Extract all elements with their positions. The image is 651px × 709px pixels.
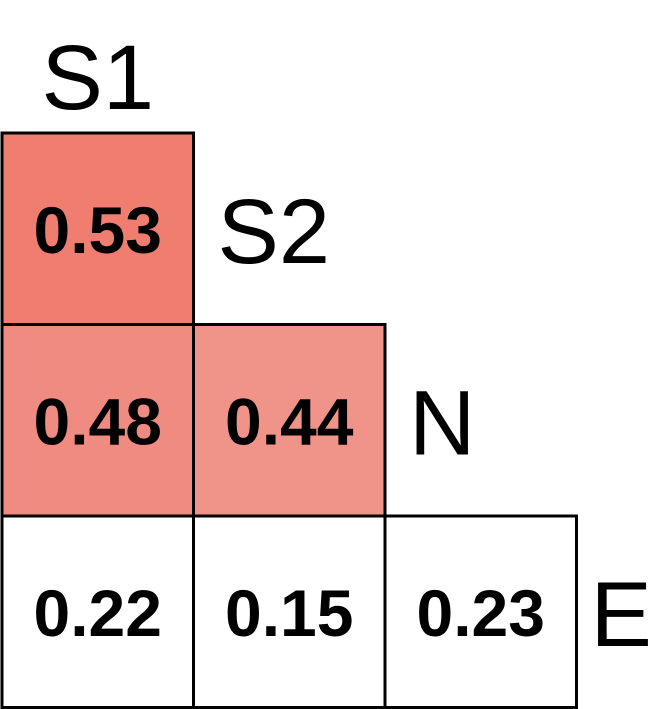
heatmap-cell-rect bbox=[383, 514, 578, 709]
heatmap-cell-r1-c0: 0.48 bbox=[0, 323, 195, 518]
heatmap-cell-value: 0.44 bbox=[225, 384, 354, 458]
variable-label-s2: S2 bbox=[218, 181, 331, 283]
heatmap-cell-value: 0.48 bbox=[34, 384, 162, 458]
heatmap-cell-r1-c1: 0.44 bbox=[192, 323, 387, 518]
heatmap-cell-value: 0.22 bbox=[34, 576, 162, 650]
heatmap-cell-rect bbox=[0, 514, 195, 709]
heatmap-cells: 0.53 0.48 0.44 0.22 0.15 0.23 bbox=[0, 131, 578, 709]
heatmap-cell-rect bbox=[0, 131, 195, 326]
variable-label-e: E bbox=[591, 564, 651, 666]
heatmap-cell-r2-c0: 0.22 bbox=[0, 514, 195, 709]
heatmap-cell-r2-c1: 0.15 bbox=[192, 514, 387, 709]
heatmap-diagonal-labels: S1 S2 N E bbox=[41, 27, 651, 666]
heatmap-cell-r0-c0: 0.53 bbox=[0, 131, 195, 326]
variable-label-s1: S1 bbox=[41, 27, 154, 129]
heatmap-cell-value: 0.15 bbox=[225, 576, 353, 650]
heatmap-cell-rect bbox=[192, 323, 387, 518]
heatmap-cell-value: 0.23 bbox=[417, 576, 545, 650]
heatmap-cell-r2-c2: 0.23 bbox=[383, 514, 578, 709]
heatmap-cell-rect bbox=[192, 514, 387, 709]
heatmap-cell-value: 0.53 bbox=[34, 193, 162, 267]
heatmap-cell-rect bbox=[0, 323, 195, 518]
variable-label-n: N bbox=[409, 372, 475, 474]
